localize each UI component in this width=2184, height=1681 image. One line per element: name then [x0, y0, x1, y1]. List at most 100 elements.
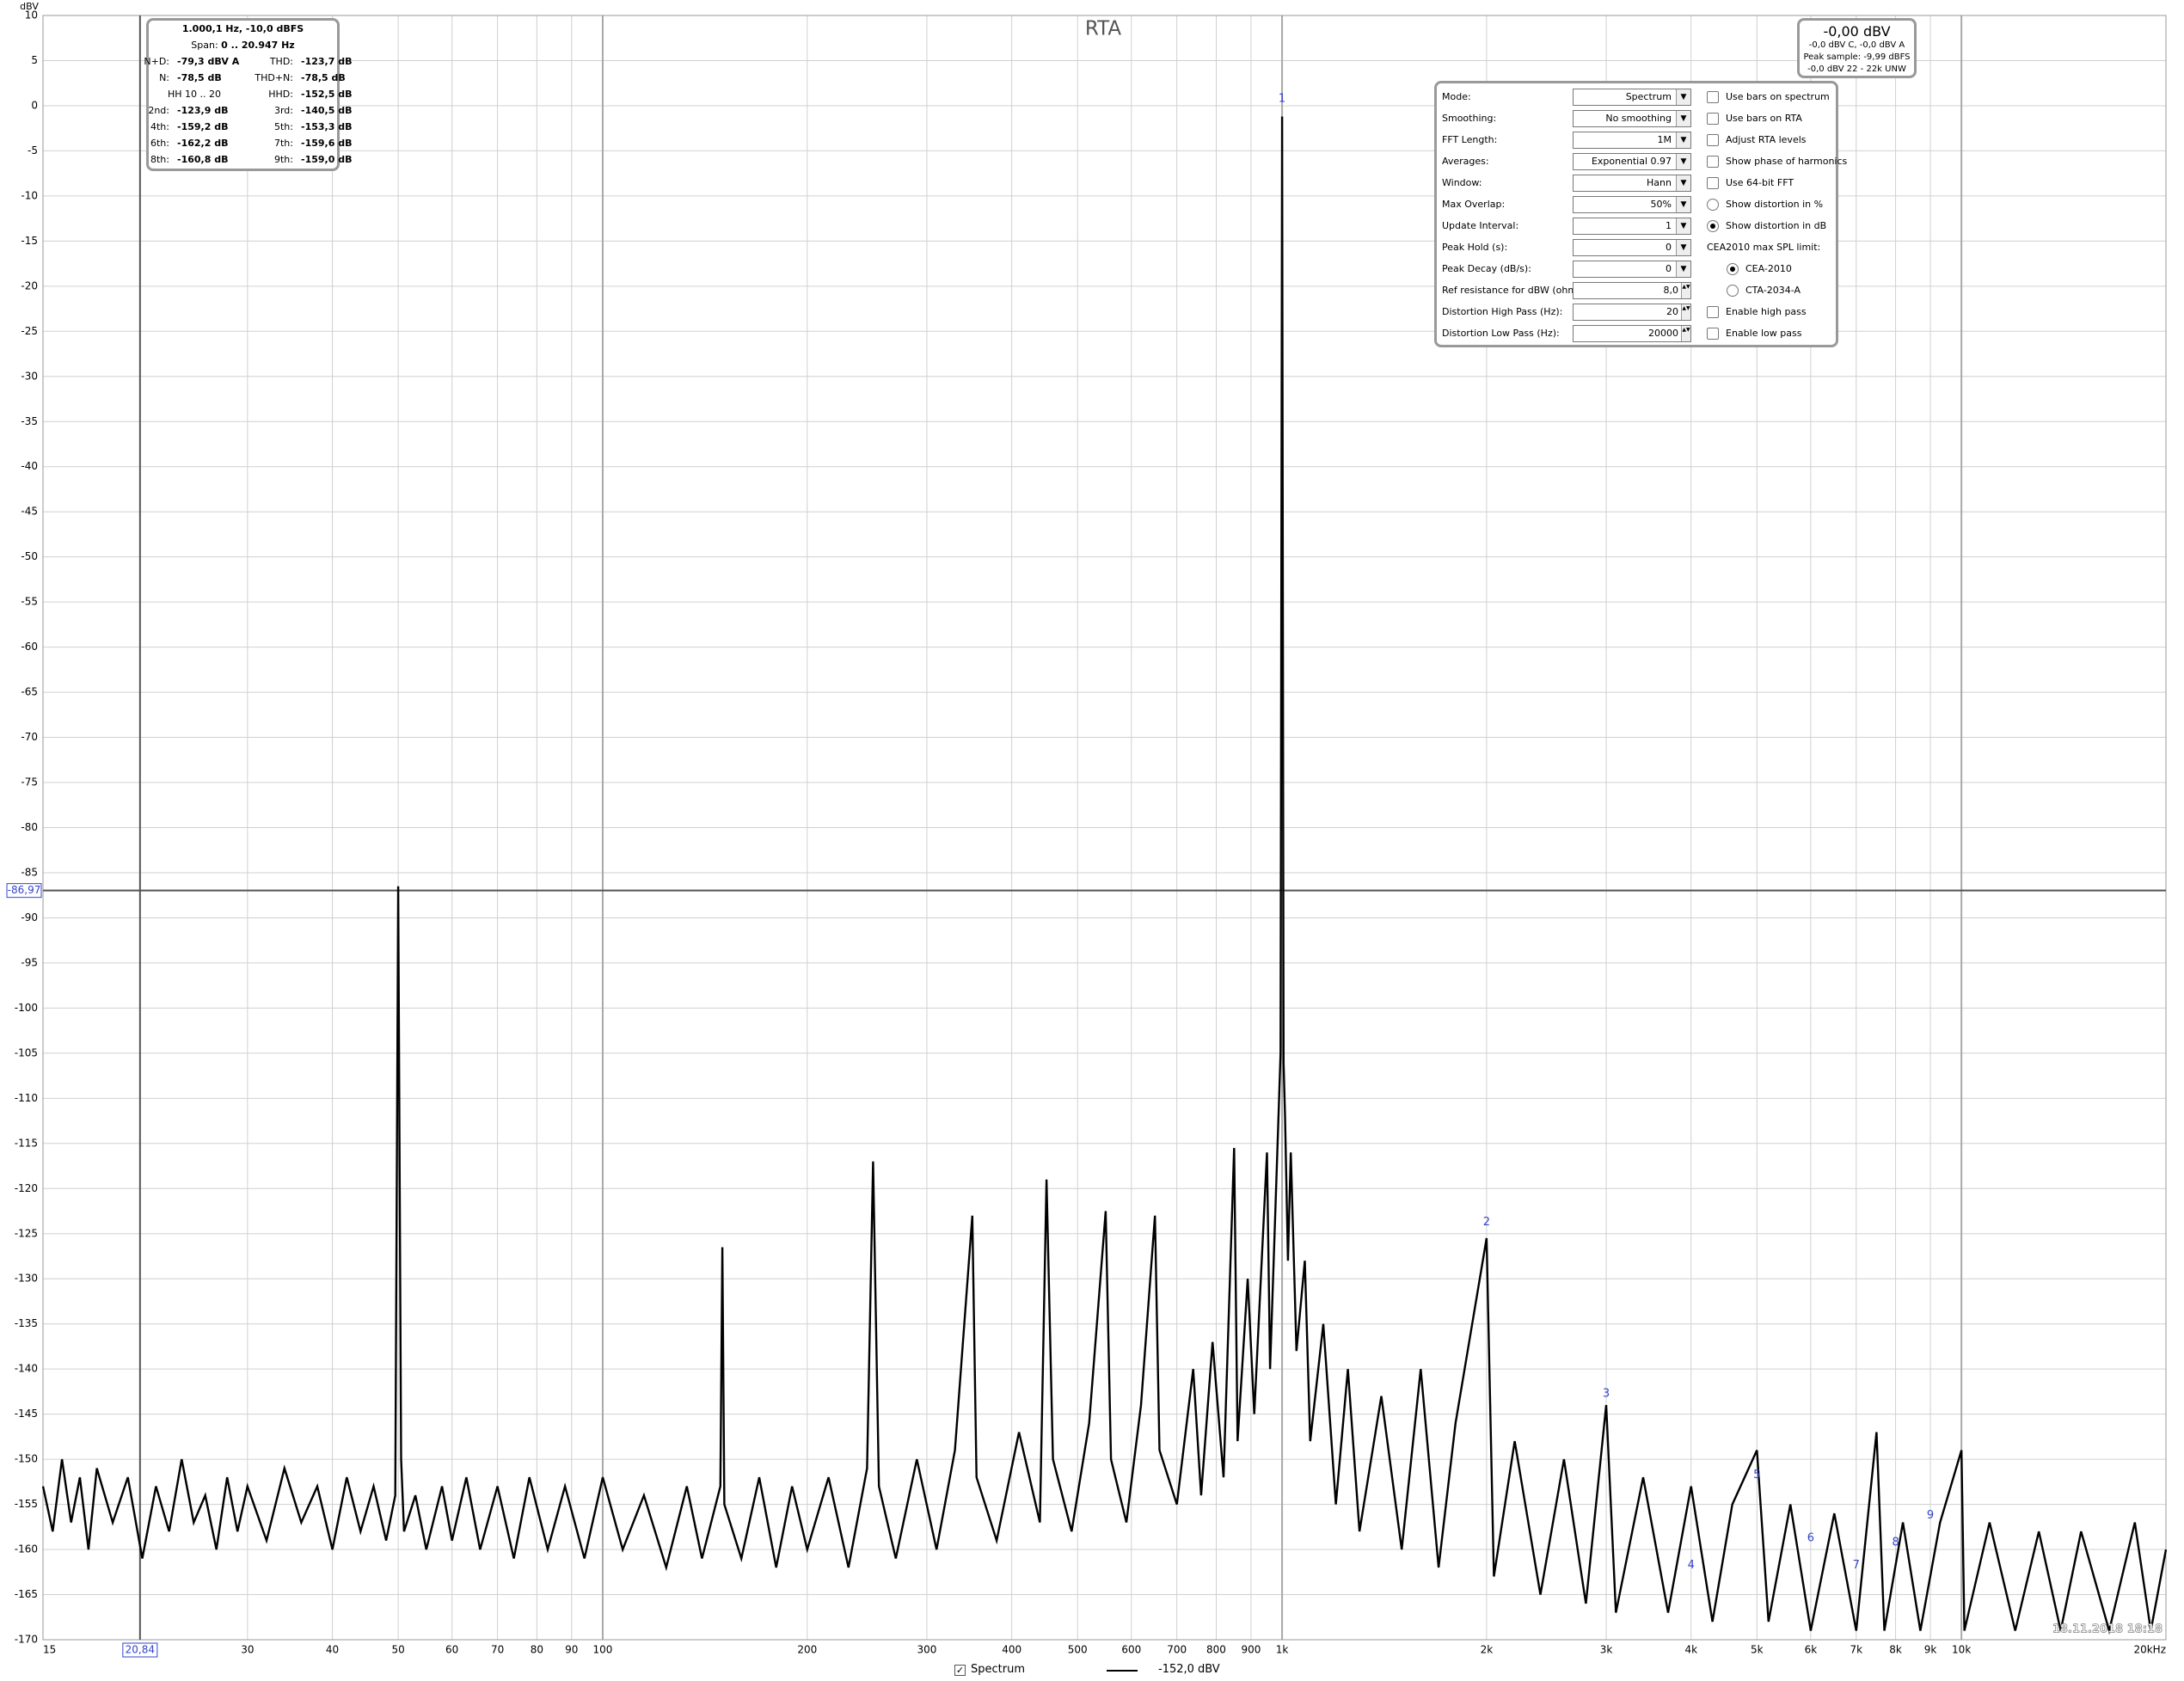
- option-row: CEA-2010: [1437, 261, 1836, 278]
- y-tick-label: -135: [15, 1317, 38, 1329]
- setting-value[interactable]: 1 ▼: [1573, 218, 1691, 235]
- setting-value[interactable]: 0 ▼: [1573, 239, 1691, 256]
- info-label: N+D:: [144, 56, 169, 67]
- info-label: HH 10 .. 20: [168, 89, 222, 100]
- radio-button[interactable]: [1727, 263, 1739, 275]
- cursor-x-label: 20,84: [126, 1644, 155, 1656]
- y-tick-label: -165: [15, 1588, 38, 1600]
- dropdown-button[interactable]: ▼: [1676, 154, 1690, 169]
- y-tick-label: -145: [15, 1408, 38, 1420]
- x-tick-label: 8k: [1889, 1644, 1902, 1656]
- option-label: Enable low pass: [1726, 328, 1802, 339]
- setting-value-text: 1M: [1657, 134, 1672, 145]
- harmonic-marker: 7: [1853, 1559, 1860, 1572]
- dropdown-button[interactable]: ▼: [1676, 132, 1690, 148]
- y-tick-label: -30: [21, 370, 38, 382]
- spinner[interactable]: ▲▼: [1681, 326, 1690, 341]
- checkbox[interactable]: [1707, 91, 1719, 103]
- y-tick-label: -130: [15, 1273, 38, 1285]
- dropdown-button[interactable]: ▼: [1676, 240, 1690, 255]
- info-label: 2nd:: [148, 105, 169, 116]
- span-label: Span:: [191, 40, 218, 51]
- y-tick-label: -85: [21, 866, 38, 878]
- harmonic-marker: 5: [1753, 1469, 1760, 1482]
- x-tick-label: 1k: [1276, 1644, 1289, 1656]
- checkbox[interactable]: [1707, 328, 1719, 340]
- y-tick-label: -15: [21, 235, 38, 247]
- info-value: -78,5 dB: [301, 72, 346, 83]
- x-tick-label: 10k: [1952, 1644, 1971, 1656]
- setting-value[interactable]: 50% ▼: [1573, 196, 1691, 213]
- radio-button[interactable]: [1727, 285, 1739, 297]
- setting-value[interactable]: 0 ▼: [1573, 261, 1691, 278]
- y-tick-label: -110: [15, 1092, 38, 1104]
- checkbox[interactable]: [1707, 156, 1719, 168]
- spectrum-line: [41, 116, 2168, 1635]
- setting-value-text: No smoothing: [1605, 113, 1672, 124]
- checkbox[interactable]: [1707, 177, 1719, 189]
- y-tick-label: -40: [21, 460, 38, 472]
- info-row: N: -78,5 dB THD+N: -78,5 dB: [149, 70, 346, 87]
- y-tick-label: -100: [15, 1002, 38, 1014]
- y-tick-label: -125: [15, 1227, 38, 1239]
- y-tick-label: -155: [15, 1498, 38, 1510]
- setting-value[interactable]: Hann ▼: [1573, 175, 1691, 192]
- setting-value[interactable]: Spectrum ▼: [1573, 89, 1691, 106]
- setting-value[interactable]: Exponential 0.97 ▼: [1573, 153, 1691, 170]
- option-label: CTA-2034-A: [1745, 285, 1801, 296]
- x-tick-label: 800: [1206, 1644, 1226, 1656]
- y-tick-label: -90: [21, 911, 38, 923]
- setting-value[interactable]: 8,0 ▲▼: [1573, 282, 1691, 299]
- setting-label: Smoothing:: [1442, 113, 1497, 124]
- info-value: -159,2 dB: [177, 121, 229, 132]
- x-tick-label: 100: [593, 1644, 613, 1656]
- dropdown-button[interactable]: ▼: [1676, 218, 1690, 234]
- legend-series-name: Spectrum: [971, 1663, 1025, 1676]
- dropdown-button[interactable]: ▼: [1676, 175, 1690, 191]
- setting-value[interactable]: 20000 ▲▼: [1573, 325, 1691, 342]
- x-tick-label: 300: [917, 1644, 936, 1656]
- dropdown-button[interactable]: ▼: [1676, 111, 1690, 126]
- checkbox[interactable]: [1707, 134, 1719, 146]
- setting-value-text: 50%: [1650, 199, 1672, 210]
- setting-value[interactable]: 20 ▲▼: [1573, 304, 1691, 321]
- info-box: 1.000,1 Hz, -10,0 dBFS Span: 0 .. 20.947 …: [144, 18, 352, 171]
- info-label: 5th:: [274, 121, 293, 132]
- dropdown-button[interactable]: ▼: [1676, 89, 1690, 105]
- setting-value-text: 1: [1666, 220, 1672, 231]
- checkbox[interactable]: [1707, 306, 1719, 318]
- option-row: Show phase of harmonics: [1437, 153, 1847, 170]
- y-unit: dBV: [20, 1, 39, 12]
- dropdown-button[interactable]: ▼: [1676, 197, 1690, 212]
- y-tick-label: -75: [21, 776, 38, 788]
- radio-button[interactable]: [1707, 220, 1719, 232]
- legend-checkbox[interactable]: ✓: [954, 1665, 966, 1676]
- harmonic-marker: 8: [1892, 1537, 1899, 1549]
- setting-value[interactable]: No smoothing ▼: [1573, 110, 1691, 127]
- radio-button[interactable]: [1707, 199, 1719, 211]
- info-value: -123,9 dB: [177, 105, 229, 116]
- chart-title: RTA: [1085, 18, 1122, 40]
- spinner[interactable]: ▲▼: [1681, 304, 1690, 320]
- info-label: THD+N:: [255, 72, 293, 83]
- checkbox[interactable]: [1707, 113, 1719, 125]
- harmonic-marker: 3: [1603, 1387, 1610, 1400]
- x-tick-label: 50: [391, 1644, 404, 1656]
- status-line: -0,0 dBV 22 - 22k UNW: [1807, 64, 1906, 74]
- setting-row: Ref resistance for dBW (ohm): 8,0 ▲▼: [1437, 282, 1836, 299]
- x-tick-label: 90: [565, 1644, 578, 1656]
- spinner[interactable]: ▲▼: [1681, 283, 1690, 298]
- y-tick-label: 0: [31, 99, 38, 111]
- option-label: Enable high pass: [1726, 306, 1807, 317]
- y-tick-label: -10: [21, 189, 38, 201]
- y-tick-label: -60: [21, 641, 38, 653]
- x-tick-label: 9k: [1924, 1644, 1937, 1656]
- info-value: -79,3 dBV A: [177, 56, 240, 67]
- dropdown-button[interactable]: ▼: [1676, 261, 1690, 277]
- setting-label: Distortion High Pass (Hz):: [1442, 306, 1563, 317]
- setting-value[interactable]: 1M ▼: [1573, 132, 1691, 149]
- setting-label: Window:: [1442, 177, 1482, 188]
- info-value: -140,5 dB: [301, 105, 353, 116]
- y-tick-label: -35: [21, 415, 38, 427]
- info-row: 2nd: -123,9 dB 3rd: -140,5 dB: [148, 102, 352, 120]
